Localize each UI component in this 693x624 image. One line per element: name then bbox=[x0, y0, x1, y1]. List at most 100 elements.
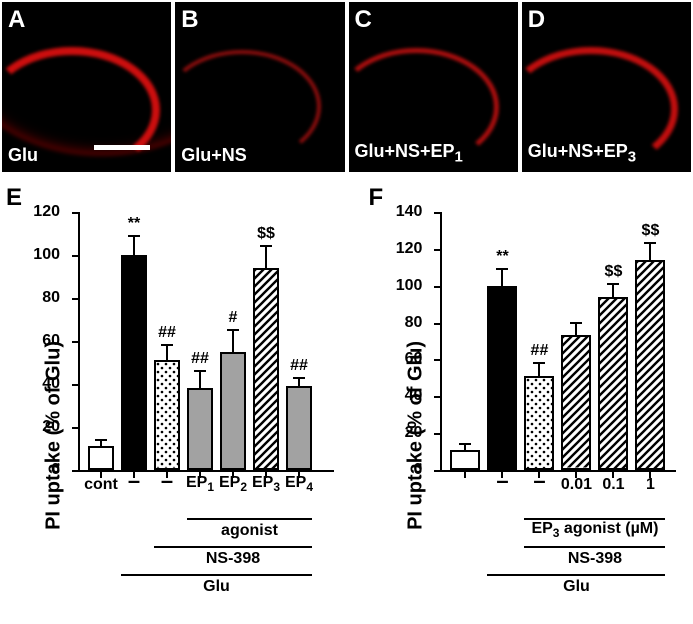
error-cap bbox=[459, 443, 471, 445]
x-tick bbox=[298, 470, 300, 478]
significance-marker: # bbox=[229, 309, 238, 327]
bar-Glu-NS-- bbox=[524, 376, 554, 470]
panel-letter: E bbox=[6, 184, 22, 212]
caption-main: Glu+NS+EP bbox=[528, 141, 628, 161]
bar-cont bbox=[88, 446, 114, 470]
bar-cont-open bbox=[450, 450, 480, 470]
x-tick bbox=[501, 470, 503, 478]
bar-Glu-NS-- bbox=[154, 360, 180, 470]
group-label-glu: Glu bbox=[203, 578, 230, 596]
x-tick bbox=[166, 470, 168, 478]
bar-Glu-NS-.01 bbox=[561, 335, 591, 470]
error-bar bbox=[538, 363, 540, 376]
scale-bar bbox=[94, 145, 150, 150]
panel-caption: Glu+NS bbox=[181, 145, 247, 166]
xlabel-conc: 1 bbox=[646, 476, 655, 494]
bar-Glu-- bbox=[487, 286, 517, 470]
xlabel-conc: 0.01 bbox=[561, 476, 592, 494]
group-label-agonist: agonist bbox=[221, 522, 278, 540]
panel-A: A Glu bbox=[2, 2, 171, 172]
caption-sub: 3 bbox=[628, 149, 636, 166]
x-tick bbox=[612, 470, 614, 478]
group-rule bbox=[121, 574, 312, 576]
group-label-glu: Glu bbox=[563, 578, 590, 596]
panel-caption: Glu+NS+EP3 bbox=[528, 141, 636, 166]
caption-sub: 1 bbox=[455, 149, 463, 166]
panel-D: D Glu+NS+EP3 bbox=[522, 2, 691, 172]
bar-Glu-NS-0.1 bbox=[598, 297, 628, 470]
significance-marker: ** bbox=[128, 215, 140, 233]
significance-marker: $$ bbox=[642, 222, 660, 240]
bar-Glu-NS-EP1 bbox=[187, 388, 213, 470]
micrograph-row: A Glu B Glu+NS C Glu+NS+EP1 D Glu+NS+EP3 bbox=[0, 0, 693, 172]
bar-Glu-NS-EP4 bbox=[286, 386, 312, 470]
significance-marker: $$ bbox=[605, 263, 623, 281]
error-bar bbox=[199, 371, 201, 388]
panel-letter: C bbox=[355, 6, 372, 34]
error-bar bbox=[166, 345, 168, 360]
error-cap bbox=[161, 344, 173, 346]
bar-Glu-NS-EP3 bbox=[253, 268, 279, 470]
significance-marker: ## bbox=[158, 324, 176, 342]
significance-marker: ## bbox=[290, 357, 308, 375]
error-bar bbox=[232, 330, 234, 352]
xlabel-cont: cont bbox=[84, 476, 118, 494]
panel-caption: Glu+NS+EP1 bbox=[355, 141, 463, 166]
bar-Glu-NS-EP2 bbox=[220, 352, 246, 470]
panel-letter: A bbox=[8, 6, 25, 34]
error-bar bbox=[265, 246, 267, 268]
bar-Glu-NS-1 bbox=[635, 260, 665, 470]
panel-caption: Glu bbox=[8, 145, 38, 166]
group-rule bbox=[154, 546, 312, 548]
error-cap bbox=[644, 242, 656, 244]
x-tick bbox=[265, 470, 267, 478]
error-bar bbox=[575, 323, 577, 336]
x-tick bbox=[100, 470, 102, 478]
bar-Glu-- bbox=[121, 255, 147, 470]
panel-letter: B bbox=[181, 6, 198, 34]
chart-E: PI uptake (% of Glu) 020406080100120**##… bbox=[78, 212, 334, 472]
group-rule bbox=[524, 546, 665, 548]
group-label-ep3: EP3 agonist (µM) bbox=[531, 520, 658, 540]
x-tick bbox=[199, 470, 201, 478]
x-tick bbox=[464, 470, 466, 478]
significance-marker: ** bbox=[496, 248, 508, 266]
x-tick bbox=[575, 470, 577, 478]
x-tick bbox=[538, 470, 540, 478]
error-cap bbox=[293, 377, 305, 379]
chart-E-wrap: E PI uptake (% of Glu) 020406080100120**… bbox=[6, 186, 344, 472]
error-cap bbox=[260, 245, 272, 247]
x-tick bbox=[649, 470, 651, 478]
error-bar bbox=[298, 378, 300, 387]
error-cap bbox=[194, 370, 206, 372]
charts-row: E PI uptake (% of Glu) 020406080100120**… bbox=[0, 172, 693, 472]
x-tick bbox=[232, 470, 234, 478]
significance-marker: $$ bbox=[257, 225, 275, 243]
group-rule bbox=[487, 574, 665, 576]
caption-main: Glu+NS+EP bbox=[355, 141, 455, 161]
error-cap bbox=[496, 268, 508, 270]
significance-marker: ## bbox=[191, 350, 209, 368]
error-cap bbox=[128, 235, 140, 237]
panel-C: C Glu+NS+EP1 bbox=[349, 2, 518, 172]
error-cap bbox=[607, 283, 619, 285]
chart-F-wrap: F PI uptake (% of Glu) 02040608010012014… bbox=[368, 186, 687, 472]
error-cap bbox=[533, 362, 545, 364]
error-bar bbox=[133, 236, 135, 255]
panel-letter: D bbox=[528, 6, 545, 34]
panel-letter: F bbox=[368, 184, 383, 212]
x-tick bbox=[133, 470, 135, 478]
error-bar bbox=[612, 284, 614, 297]
group-label-ns398: NS-398 bbox=[568, 550, 622, 568]
error-cap bbox=[227, 329, 239, 331]
chart-F: PI uptake (% of Glu) 020406080100120140*… bbox=[440, 212, 676, 472]
error-cap bbox=[570, 322, 582, 324]
error-bar bbox=[649, 243, 651, 260]
group-rule bbox=[187, 518, 312, 520]
error-bar bbox=[501, 269, 503, 286]
panel-B: B Glu+NS bbox=[175, 2, 344, 172]
xlabel-conc: 0.1 bbox=[602, 476, 624, 494]
error-cap bbox=[95, 439, 107, 441]
group-label-ns398: NS-398 bbox=[206, 550, 260, 568]
significance-marker: ## bbox=[531, 342, 549, 360]
